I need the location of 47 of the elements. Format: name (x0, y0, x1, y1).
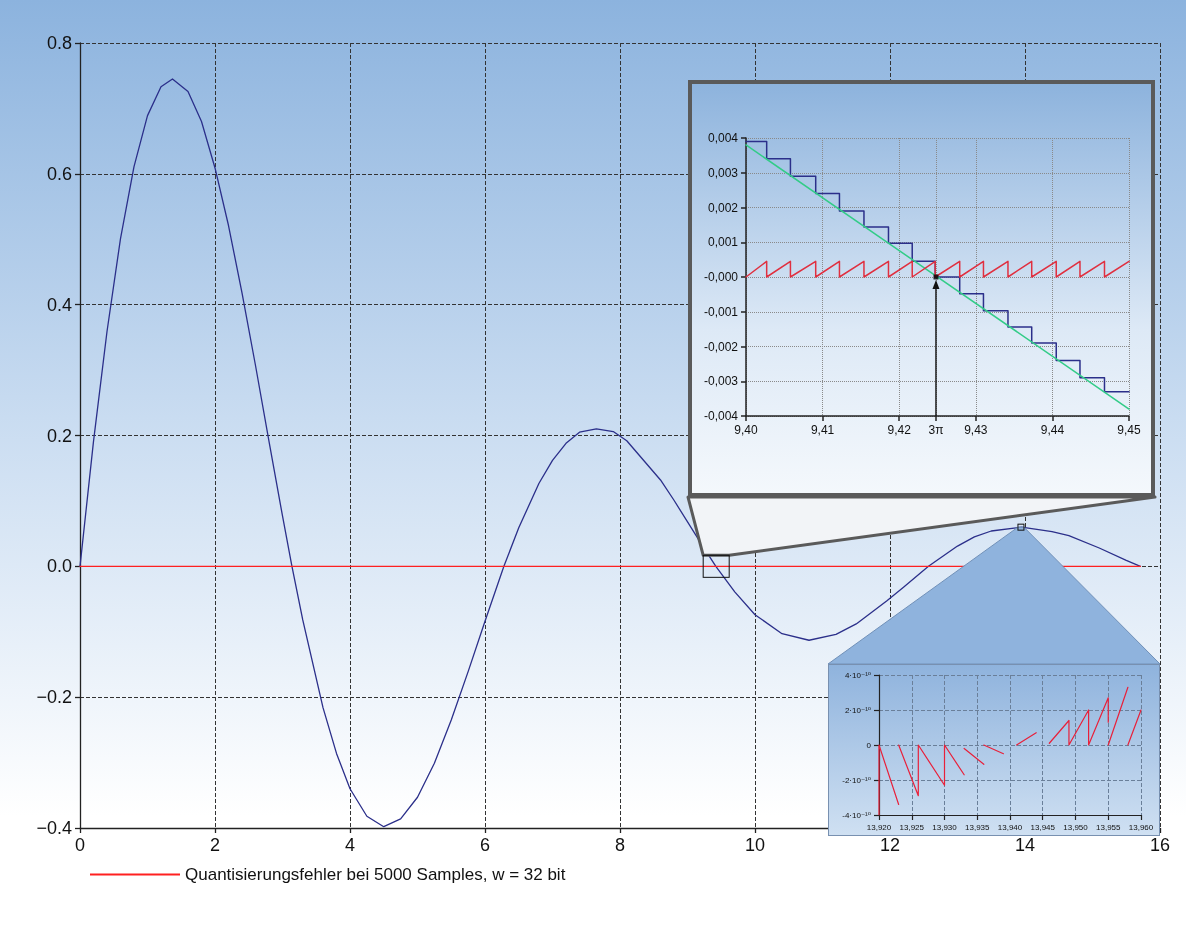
x-tick-label: 9,41 (810, 423, 835, 437)
text: Quantisierungsfehler bei 5000 Samples, w = 32 bit (185, 865, 566, 884)
y-tick-label: 4·10⁻¹⁰ (844, 670, 871, 680)
x-tick-label: 10 (744, 835, 766, 855)
x-tick-label: 13,950 (1063, 822, 1089, 832)
y-tick-label: 0,001 (707, 235, 739, 250)
x-tick-label: 13,935 (965, 822, 991, 832)
y-tick-label: -4·10⁻¹⁰ (842, 810, 871, 820)
x-tick-label: 8 (614, 835, 626, 855)
x-tick-label: 13,945 (1030, 822, 1056, 832)
x-tick-label: 9,44 (1040, 423, 1065, 437)
x-tick-label: 13,925 (899, 822, 925, 832)
y-tick-label: 2·10⁻¹⁰ (844, 705, 871, 715)
y-tick-label: -0,002 (703, 339, 739, 354)
y-tick-label: 0.2 (46, 425, 72, 446)
y-tick-label: 0.0 (46, 556, 72, 577)
y-tick-label: 0 (866, 740, 872, 750)
y-tick-label: −0.4 (36, 818, 72, 838)
x-tick-label: 9,40 (734, 423, 758, 437)
x-tick-label: 16 (1149, 835, 1171, 855)
x-tick-label: 13,930 (932, 822, 958, 832)
x-tick-label: 3π (928, 423, 944, 437)
y-tick-label: −0.2 (36, 687, 72, 708)
y-tick-label: -0,001 (703, 304, 739, 319)
y-tick-label: 0,003 (707, 165, 739, 180)
x-tick-label: 12 (879, 835, 901, 855)
y-tick-label: -0,003 (703, 374, 739, 389)
y-tick-label: 0,004 (707, 131, 739, 145)
x-tick-label: 9,45 (1117, 423, 1141, 437)
y-tick-label: 0,002 (707, 200, 739, 215)
y-tick-label: 0.4 (46, 294, 72, 315)
x-tick-label: 13,955 (1096, 822, 1122, 832)
x-tick-label: 13,920 (866, 822, 892, 832)
y-tick-label: 0.8 (46, 33, 72, 53)
y-tick-label: -2·10⁻¹⁰ (842, 775, 871, 785)
y-tick-label: -0,000 (703, 270, 739, 284)
x-tick-label: 2 (209, 835, 221, 855)
x-tick-label: 13,960 (1128, 822, 1154, 832)
x-tick-label: 9,42 (887, 423, 912, 437)
x-tick-label: 4 (344, 835, 356, 855)
x-tick-label: 9,43 (964, 423, 988, 437)
y-tick-label: -0,004 (703, 409, 739, 423)
y-tick-label: 0.6 (46, 163, 72, 184)
x-tick-label: 14 (1014, 835, 1036, 855)
x-tick-label: 0 (74, 835, 86, 855)
x-tick-label: 13,940 (997, 822, 1023, 832)
x-tick-label: 6 (479, 835, 491, 855)
